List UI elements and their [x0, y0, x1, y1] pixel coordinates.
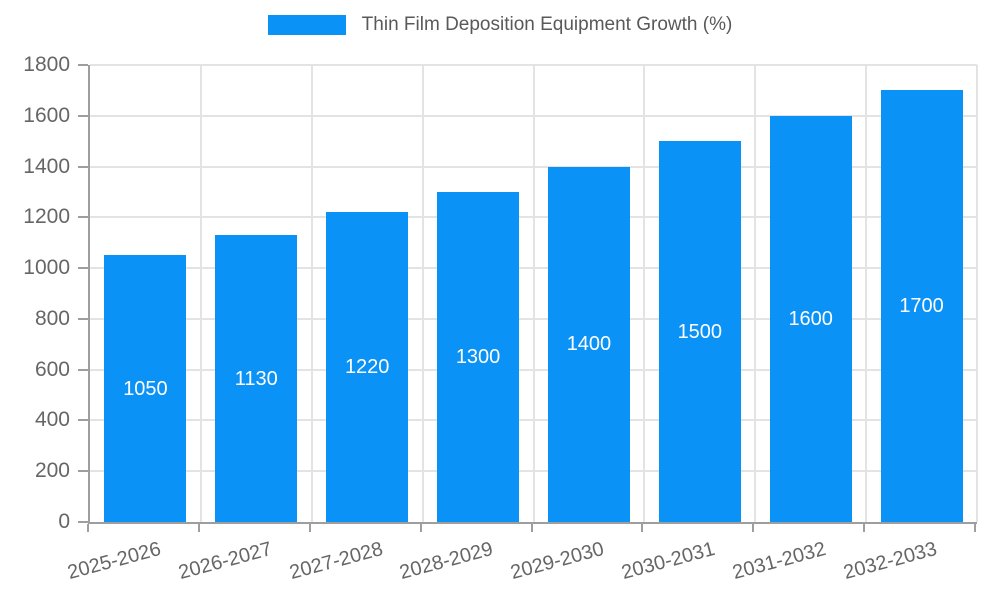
- x-tick: [752, 524, 755, 532]
- y-tick-label: 400: [34, 408, 70, 432]
- y-tick: [78, 317, 88, 320]
- gridline-v: [310, 65, 313, 522]
- gridline-v: [532, 65, 535, 522]
- y-tick: [78, 114, 88, 117]
- x-tick: [419, 524, 422, 532]
- y-tick: [78, 368, 88, 371]
- y-tick: [78, 419, 88, 422]
- bar-value-label: 1600: [788, 307, 833, 330]
- x-tick: [863, 524, 866, 532]
- x-tick-label: 2031-2032: [730, 538, 829, 585]
- y-tick-label: 1800: [23, 53, 70, 76]
- bar: 1220: [326, 212, 409, 522]
- x-tick-label: 2026-2027: [175, 538, 275, 585]
- y-tick-label: 1200: [23, 205, 70, 229]
- y-tick: [78, 64, 88, 66]
- y-tick-label: 1600: [23, 103, 70, 127]
- gridline-v: [754, 65, 757, 522]
- y-tick: [78, 470, 88, 473]
- bar: 1700: [880, 90, 963, 522]
- y-tick-label: 0: [58, 510, 70, 533]
- gridline-v: [865, 65, 868, 522]
- x-tick: [974, 524, 976, 532]
- x-tick: [641, 524, 644, 532]
- legend-label: Thin Film Deposition Equipment Growth (%…: [361, 14, 733, 35]
- x-tick-label: 2029-2030: [508, 538, 607, 585]
- y-tick: [78, 165, 88, 168]
- bar-value-label: 1130: [234, 367, 278, 390]
- x-tick-label: 2030-2031: [619, 538, 718, 585]
- legend: Thin Film Deposition Equipment Growth (%…: [0, 14, 1000, 36]
- x-tick-label: 2028-2029: [397, 538, 496, 585]
- gridline-v: [643, 65, 646, 522]
- y-tick: [78, 521, 88, 523]
- plot-area: 1050 1130 1220 1300 1400 1500 1600 1700: [88, 64, 978, 524]
- bar-value-label: 1500: [677, 320, 723, 343]
- bar: 1130: [215, 235, 298, 522]
- bar: 1050: [104, 255, 187, 522]
- bar-value-label: 1220: [344, 356, 390, 379]
- x-tick-label: 2027-2028: [286, 538, 385, 585]
- y-tick-label: 600: [34, 357, 70, 381]
- bar-value-label: 1400: [566, 333, 612, 356]
- y-tick-label: 1000: [23, 256, 70, 280]
- y-tick-label: 1400: [23, 154, 70, 178]
- x-tick: [530, 524, 533, 532]
- bar-value-label: 1050: [123, 377, 168, 400]
- y-tick-label: 200: [34, 459, 70, 483]
- bar-value-label: 1300: [455, 345, 501, 368]
- x-tick: [308, 524, 311, 532]
- y-tick: [78, 216, 88, 219]
- x-tick-label: 2032-2033: [841, 538, 940, 585]
- gridline-v: [199, 65, 202, 522]
- y-tick: [78, 267, 88, 270]
- x-tick-label: 2025-2026: [65, 538, 164, 585]
- y-tick-label: 800: [34, 306, 70, 330]
- bar: 1500: [658, 141, 741, 522]
- bar: 1300: [437, 191, 520, 522]
- x-tick: [87, 524, 89, 532]
- gridline-v: [976, 65, 978, 522]
- gridline-v: [421, 65, 424, 522]
- bar-value-label: 1700: [899, 295, 944, 318]
- legend-swatch: [267, 15, 346, 35]
- x-tick: [197, 524, 200, 532]
- bar: 1600: [769, 115, 852, 522]
- bar: 1400: [547, 166, 630, 522]
